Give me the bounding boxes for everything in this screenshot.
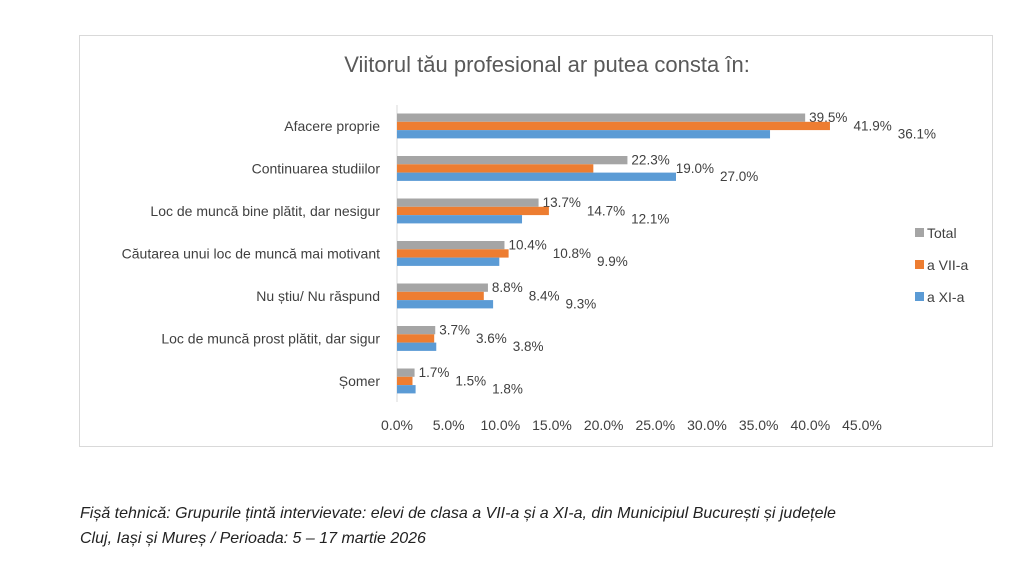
category-label: Nu știu/ Nu răspund — [256, 288, 380, 304]
bar-1 — [397, 206, 549, 216]
x-tick-label: 40.0% — [790, 417, 830, 433]
data-label: 36.1% — [898, 127, 936, 142]
category-label: Loc de muncă bine plătit, dar nesigur — [150, 203, 380, 219]
x-tick-label: 30.0% — [687, 417, 727, 433]
data-label: 19.0% — [676, 161, 714, 176]
data-label: 3.8% — [513, 339, 544, 354]
data-label: 10.4% — [508, 238, 546, 253]
bar-2 — [397, 342, 437, 351]
bar-1 — [397, 164, 594, 173]
category-label: Căutarea unui loc de muncă mai motivant — [122, 246, 380, 262]
legend-label: Total — [927, 225, 957, 241]
bar-1 — [397, 249, 509, 258]
category-label: Șomer — [339, 373, 381, 389]
bar-2 — [397, 215, 523, 224]
bar-0 — [397, 241, 505, 250]
bar-2 — [397, 130, 771, 139]
bar-2 — [397, 257, 500, 266]
x-tick-label: 20.0% — [584, 417, 624, 433]
x-tick-label: 0.0% — [381, 417, 413, 433]
legend-label: a XI-a — [927, 289, 965, 305]
bar-1 — [397, 376, 413, 386]
footer-line-2: Cluj, Iași și Mureș / Perioada: 5 – 17 m… — [80, 530, 426, 547]
x-tick-label: 25.0% — [635, 417, 675, 433]
bar-1 — [397, 334, 435, 343]
legend-swatch — [915, 228, 924, 237]
bar-1 — [397, 291, 484, 301]
bar-0 — [397, 198, 539, 207]
data-label: 41.9% — [853, 118, 891, 133]
legend-swatch — [915, 260, 924, 269]
bar-0 — [397, 113, 806, 122]
legend-label: a VII-a — [927, 257, 968, 273]
data-label: 10.8% — [553, 246, 591, 261]
bar-0 — [397, 156, 628, 165]
x-tick-label: 15.0% — [532, 417, 572, 433]
category-label: Loc de muncă prost plătit, dar sigur — [161, 331, 380, 347]
data-label: 1.7% — [419, 365, 450, 380]
bar-0 — [397, 283, 488, 292]
bar-2 — [397, 172, 676, 181]
bar-0 — [397, 326, 436, 335]
data-label: 9.9% — [597, 254, 628, 269]
data-label: 9.3% — [565, 297, 596, 312]
chart-frame — [79, 35, 993, 447]
data-label: 8.8% — [492, 280, 523, 295]
data-label: 14.7% — [587, 203, 625, 218]
bar-1 — [397, 121, 830, 131]
x-tick-label: 10.0% — [480, 417, 520, 433]
bar-0 — [397, 368, 415, 377]
data-label: 1.8% — [492, 382, 523, 397]
data-label: 3.6% — [476, 331, 507, 346]
x-tick-label: 45.0% — [842, 417, 882, 433]
x-tick-label: 5.0% — [433, 417, 465, 433]
bar-2 — [397, 300, 494, 309]
data-label: 27.0% — [720, 169, 758, 184]
data-label: 1.5% — [455, 373, 486, 388]
category-label: Afacere proprie — [284, 118, 380, 134]
data-label: 22.3% — [631, 153, 669, 168]
legend-swatch — [915, 292, 924, 301]
category-label: Continuarea studiilor — [252, 161, 381, 177]
data-label: 13.7% — [543, 195, 581, 210]
x-tick-label: 35.0% — [739, 417, 779, 433]
data-label: 12.1% — [631, 212, 669, 227]
data-label: 3.7% — [439, 323, 470, 338]
bar-2 — [397, 385, 416, 394]
chart-title: Viitorul tău profesional ar putea consta… — [344, 52, 750, 77]
footer-line-1: Fișă tehnică: Grupurile țintă intervieva… — [80, 505, 836, 522]
data-label: 39.5% — [809, 110, 847, 125]
data-label: 8.4% — [529, 288, 560, 303]
